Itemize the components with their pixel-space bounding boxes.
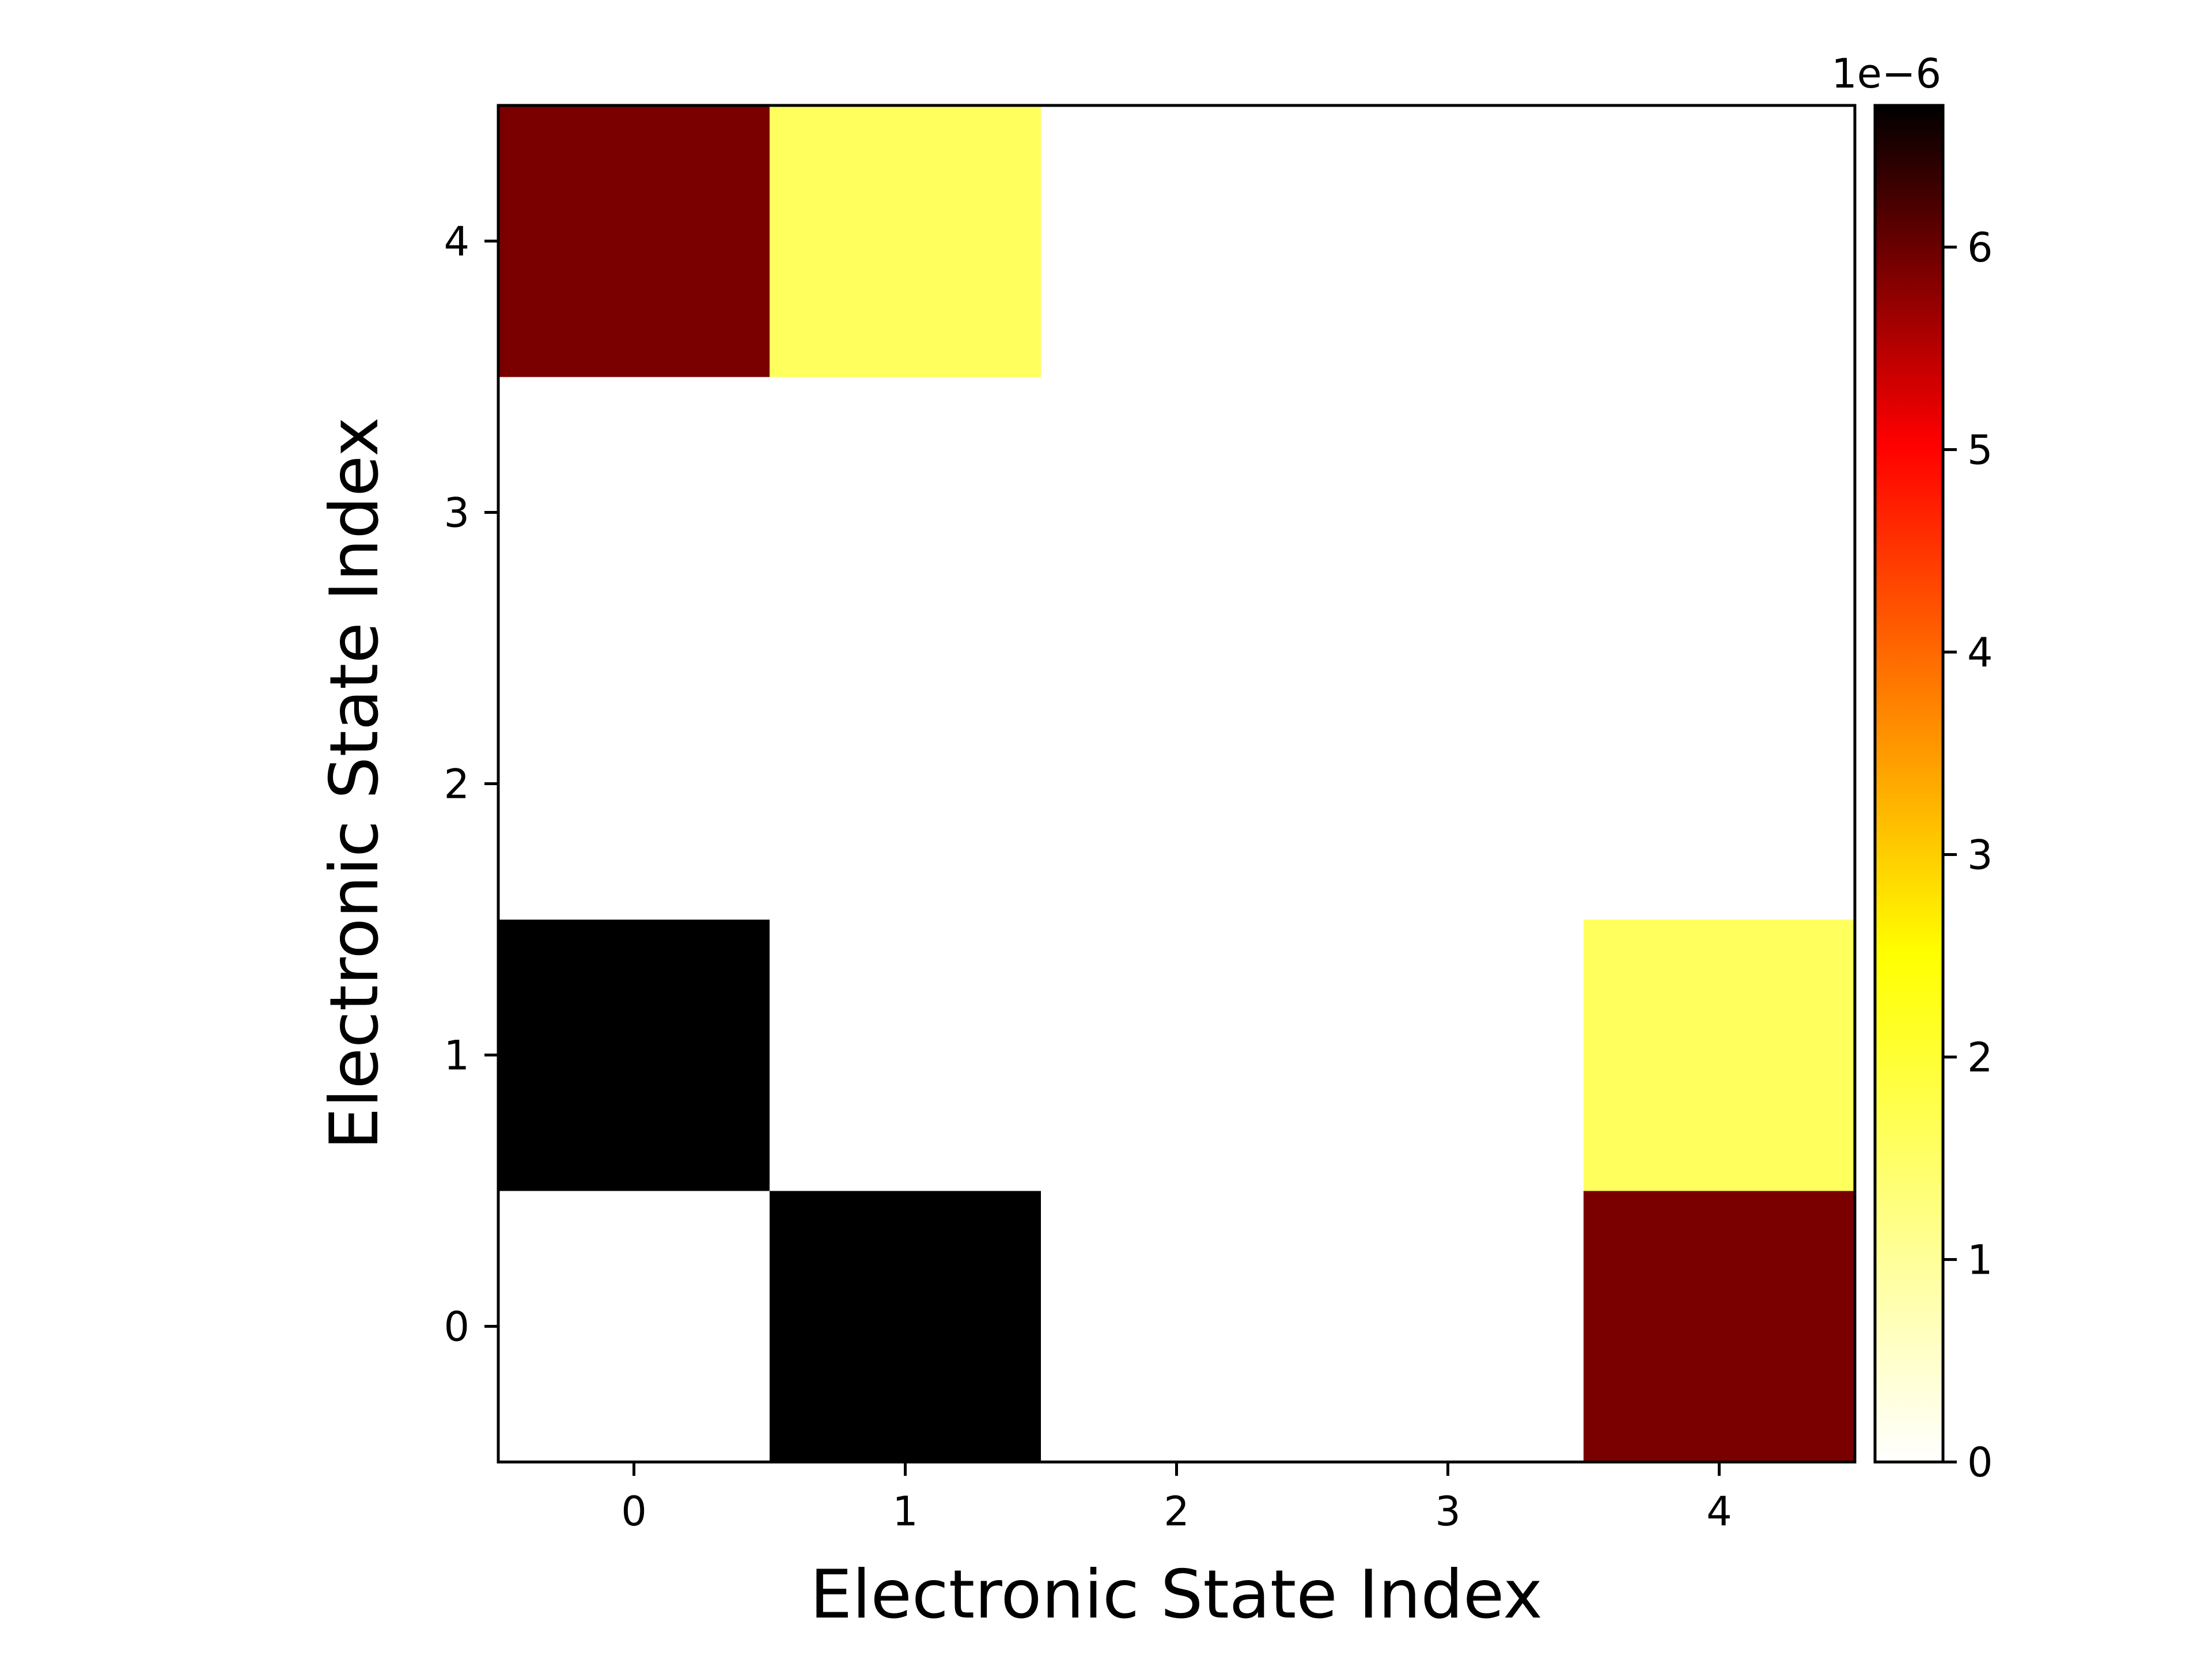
heatmap-cell — [1041, 1191, 1313, 1463]
heatmap-cell — [1312, 919, 1584, 1191]
heatmap-cell — [770, 105, 1041, 377]
x-tick-label: 3 — [1435, 1488, 1461, 1535]
colorbar-tick-label: 0 — [1967, 1439, 1993, 1486]
x-tick-label: 2 — [1164, 1488, 1190, 1535]
heatmap-cell — [1041, 648, 1313, 920]
y-tick-label: 4 — [444, 218, 469, 266]
heatmap-cells — [498, 105, 1855, 1463]
y-tick-label: 3 — [444, 490, 469, 537]
heatmap-cell — [1312, 648, 1584, 920]
y-axis: 0 1 2 3 4 — [444, 218, 498, 1351]
heatmap-cell — [1584, 105, 1855, 377]
x-axis: 0 1 2 3 4 — [621, 1462, 1732, 1535]
colorbar-axis: 0 1 2 3 4 5 6 — [1943, 224, 1993, 1486]
y-tick-label: 0 — [444, 1304, 469, 1351]
heatmap-cell — [770, 919, 1041, 1191]
heatmap-cell — [1584, 648, 1855, 920]
y-tick-label: 2 — [444, 761, 469, 808]
x-axis-title: Electronic State Index — [810, 1556, 1543, 1634]
colorbar-tick-label: 5 — [1967, 427, 1993, 474]
heatmap-cell — [1584, 919, 1855, 1191]
colorbar-tick-label: 3 — [1967, 832, 1993, 879]
colorbar-tick-label: 2 — [1967, 1034, 1993, 1081]
x-tick-label: 0 — [621, 1488, 647, 1535]
heatmap-cell — [770, 648, 1041, 920]
colorbar-tick-label: 1 — [1967, 1237, 1993, 1284]
heatmap-cell — [1041, 377, 1313, 649]
colorbar-tick-label: 4 — [1967, 629, 1993, 676]
heatmap-cell — [770, 1191, 1041, 1463]
heatmap-cell — [498, 377, 770, 649]
y-tick-label: 1 — [444, 1032, 469, 1080]
heatmap-cell — [498, 1191, 770, 1463]
heatmap-cell — [770, 377, 1041, 649]
colorbar-scale-label: 1e−6 — [1831, 50, 1941, 97]
heatmap-cell — [1584, 1191, 1855, 1463]
heatmap-cell — [498, 648, 770, 920]
heatmap-cell — [1041, 105, 1313, 377]
colorbar — [1873, 104, 1945, 1464]
heatmap-cell — [1584, 377, 1855, 649]
x-tick-label: 1 — [892, 1488, 918, 1535]
y-axis-title: Electronic State Index — [316, 417, 393, 1150]
heatmap-cell — [498, 919, 770, 1191]
x-tick-label: 4 — [1706, 1488, 1732, 1535]
colorbar-tick-label: 6 — [1967, 224, 1993, 271]
heatmap-cell — [1312, 377, 1584, 649]
heatmap-cell — [1312, 105, 1584, 377]
heatmap-cell — [1041, 919, 1313, 1191]
heatmap-cell — [1312, 1191, 1584, 1463]
heatmap-cell — [498, 105, 770, 377]
